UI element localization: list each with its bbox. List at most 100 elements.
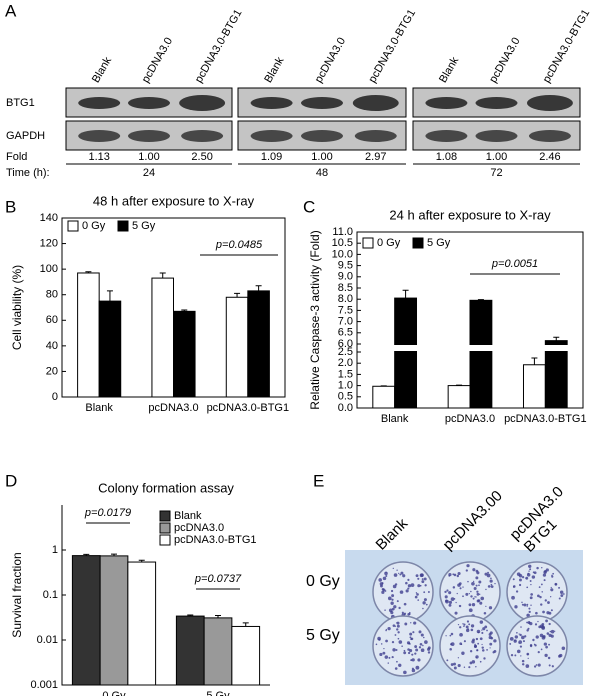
colony: [388, 608, 393, 613]
colony: [475, 596, 477, 598]
y-tick-label: 9.0: [338, 271, 353, 283]
annotation: p=0.0737: [194, 573, 242, 585]
colony: [520, 655, 522, 657]
colony: [423, 598, 427, 602]
colony: [385, 574, 388, 578]
error-bar: [234, 292, 241, 298]
colony: [521, 603, 524, 606]
colony: [392, 584, 397, 589]
colony: [550, 588, 554, 592]
legend-swatch: [67, 220, 79, 232]
colony: [514, 654, 517, 657]
colony: [477, 599, 481, 602]
colony: [445, 635, 447, 637]
colony: [396, 569, 398, 571]
colony: [396, 628, 399, 631]
colony: [397, 631, 400, 634]
colony: [550, 609, 553, 612]
colony: [403, 612, 407, 615]
annotation: p=0.0179: [84, 507, 131, 519]
colony: [468, 666, 471, 669]
colony: [377, 636, 381, 641]
colony: [419, 573, 424, 578]
bar: [231, 625, 261, 686]
colony: [384, 571, 388, 576]
dish: [506, 615, 568, 677]
colony: [399, 573, 402, 576]
colony: [515, 590, 519, 593]
x-tick-label: pcDNA3.0-BTG1: [504, 413, 587, 425]
colony: [384, 609, 386, 611]
colony: [478, 593, 481, 595]
colony: [453, 573, 457, 577]
colony: [552, 572, 555, 575]
colony: [533, 665, 537, 668]
y-tick-label: 0.01: [37, 634, 58, 646]
error-bar: [553, 336, 560, 341]
error-bar: [255, 285, 262, 291]
colony: [473, 645, 477, 648]
colony: [486, 573, 491, 578]
colony: [446, 659, 449, 662]
colony: [543, 579, 546, 582]
colony: [526, 613, 530, 618]
colony: [446, 589, 449, 592]
colony: [547, 656, 551, 660]
colony: [455, 601, 457, 604]
x-tick-label: pcDNA3.0-BTG1: [207, 402, 290, 414]
colony: [375, 643, 378, 646]
colony: [519, 633, 522, 637]
colony: [407, 584, 412, 588]
colony: [468, 603, 472, 607]
colony: [411, 668, 416, 673]
colony: [537, 651, 540, 654]
fold-label: Fold: [6, 151, 27, 163]
colony: [509, 636, 514, 641]
colony: [490, 583, 493, 586]
colony: [418, 630, 422, 634]
colony: [541, 567, 543, 569]
colony: [417, 577, 420, 580]
band: [181, 130, 224, 142]
colony: [479, 620, 484, 624]
colony: [407, 578, 410, 581]
colony: [387, 662, 389, 664]
colony: [407, 651, 411, 655]
colony: [528, 610, 531, 614]
colony: [554, 582, 558, 586]
colony: [467, 628, 469, 630]
y-tick-label: 1.5: [338, 368, 353, 380]
colony: [466, 620, 470, 623]
colony: [465, 569, 468, 572]
colony: [399, 590, 404, 594]
x-tick-label: Blank: [85, 402, 113, 414]
y-tick-label: 0.0: [338, 402, 353, 414]
colony: [422, 644, 424, 647]
colony: [454, 611, 458, 615]
colony: [456, 574, 460, 578]
colony: [448, 600, 453, 604]
band: [352, 95, 399, 111]
y-axis-label: Cell viability (%): [10, 265, 24, 350]
colony: [421, 578, 424, 581]
band: [78, 97, 121, 109]
colony: [516, 631, 518, 634]
y-tick-label: 6.5: [338, 327, 353, 339]
colony: [485, 588, 487, 591]
bar: [71, 555, 101, 686]
colony: [471, 660, 476, 664]
colony: [458, 582, 462, 585]
colony: [559, 590, 564, 594]
colony: [469, 661, 473, 665]
colony: [420, 648, 425, 653]
x-tick-label: 0 Gy: [102, 690, 126, 696]
time-value: 24: [143, 167, 155, 179]
y-tick-label: 60: [46, 314, 58, 326]
colony: [509, 643, 512, 645]
colony: [470, 624, 475, 628]
colony: [453, 597, 456, 600]
colony: [393, 573, 398, 577]
colony: [398, 606, 401, 610]
colony: [512, 586, 515, 588]
